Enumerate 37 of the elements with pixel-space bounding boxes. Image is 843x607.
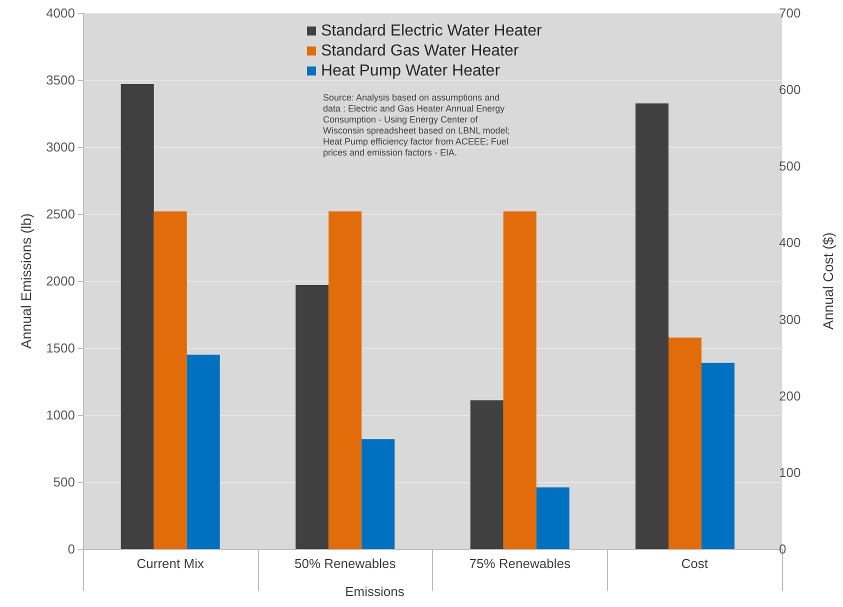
legend-label: Standard Gas Water Heater — [321, 42, 520, 60]
y-tick-label: 2000 — [46, 274, 75, 288]
y-tick-label: 0 — [68, 542, 75, 556]
y-tick-label: 4000 — [46, 6, 75, 20]
y2-tick-label: 300 — [779, 312, 801, 327]
bar — [120, 84, 154, 549]
x-tick-label: Cost — [681, 556, 708, 571]
y2-axis-title: Annual Cost ($) — [820, 232, 836, 330]
legend-label: Standard Electric Water Heater — [321, 22, 542, 40]
bar — [536, 487, 570, 549]
y-tick-label: 1500 — [46, 340, 75, 356]
bar — [186, 354, 220, 549]
y-tick-label: 1000 — [46, 408, 75, 422]
y2-tick-label: 0 — [779, 542, 786, 556]
bar — [328, 211, 362, 549]
y-tick-label: 2500 — [46, 206, 75, 222]
y-tick-label: 3500 — [46, 72, 75, 88]
y2-tick-label: 500 — [779, 158, 801, 174]
y2-tick-label: 100 — [779, 464, 801, 480]
x-tick-label: 75% Renewables — [469, 556, 571, 571]
y-axis-title: Annual Emissions (lb) — [18, 213, 34, 349]
y-tick-label: 3000 — [46, 140, 75, 154]
bar — [503, 211, 536, 549]
y2-tick-label: 700 — [779, 6, 801, 20]
bar — [470, 400, 504, 549]
y2-tick-label: 400 — [779, 235, 801, 250]
y-tick-label: 500 — [53, 474, 75, 490]
bar — [296, 285, 329, 549]
x-tick-label: 50% Renewables — [294, 556, 396, 571]
annotation: Source: Analysis based on assumptions and data : Electric and Gas Heater Annual Energy Consumption - Using Energy Center of Wisconsin spreadsheet based on LBNL model; Heat Pump efficiency factor from ACEEE; Fuel prices and emission factors - EIA. — [323, 92, 512, 158]
y2-tick-label: 600 — [779, 82, 801, 98]
x-axis-title: Emissions — [345, 584, 405, 599]
y2-tick-label: 200 — [779, 388, 801, 404]
bar — [154, 211, 187, 549]
x-tick-label: Current Mix — [136, 556, 204, 571]
bar — [362, 439, 395, 549]
legend-label: Heat Pump Water Heater — [321, 62, 501, 80]
